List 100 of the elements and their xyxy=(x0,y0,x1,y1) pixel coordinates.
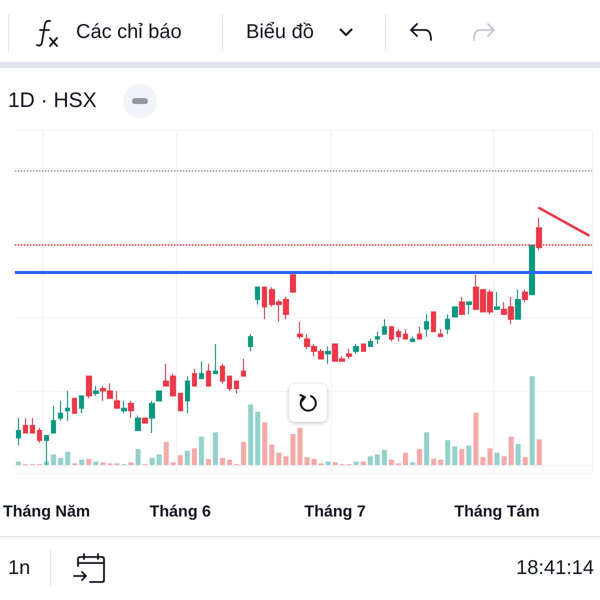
candlestick xyxy=(353,344,359,354)
candlestick xyxy=(128,400,134,419)
bar xyxy=(184,450,190,466)
candlestick xyxy=(255,286,260,305)
x-tick-label: Tháng Năm xyxy=(2,504,90,520)
bar xyxy=(255,412,260,466)
candlestick xyxy=(86,376,92,399)
bar xyxy=(227,460,232,466)
candlestick xyxy=(185,376,190,414)
candlestick xyxy=(248,334,253,352)
bar xyxy=(473,412,478,466)
bar xyxy=(79,460,84,466)
candlestick xyxy=(466,301,472,315)
candlestick xyxy=(192,368,197,387)
candlestick xyxy=(227,376,232,392)
candlestick xyxy=(417,326,422,340)
bar xyxy=(445,440,450,466)
candlestick xyxy=(37,428,42,444)
candlestick xyxy=(121,400,127,414)
candlestick xyxy=(114,390,120,409)
candlestick xyxy=(424,314,429,338)
bar xyxy=(424,432,430,466)
x-tick-label: Tháng 7 xyxy=(304,504,366,520)
bar xyxy=(269,444,274,466)
bar xyxy=(212,432,218,466)
bar xyxy=(368,456,373,466)
bar xyxy=(459,449,464,466)
candlestick xyxy=(325,346,331,364)
candlestick xyxy=(452,306,458,318)
bar xyxy=(494,452,500,466)
bar xyxy=(480,457,486,466)
bar xyxy=(206,458,211,466)
x-tick-label: Tháng 6 xyxy=(150,504,212,520)
candlestick xyxy=(213,344,218,374)
text: Biểu đồ xyxy=(246,20,314,44)
bar xyxy=(516,444,521,466)
text: 1n xyxy=(8,556,30,580)
candlestick xyxy=(389,326,394,342)
bar xyxy=(536,439,542,466)
candlestick xyxy=(522,289,528,302)
candlestick xyxy=(30,418,35,434)
bar xyxy=(466,446,472,466)
candlestick xyxy=(410,336,415,342)
candlestick xyxy=(220,363,225,384)
bar xyxy=(522,457,528,466)
bar xyxy=(402,452,408,466)
candlestick xyxy=(23,418,28,434)
candlestick xyxy=(156,390,162,402)
bar xyxy=(100,462,106,466)
bar xyxy=(354,462,359,466)
candlestick xyxy=(290,272,296,293)
bar xyxy=(156,454,162,466)
candlestick xyxy=(445,314,450,335)
candlestick xyxy=(58,400,63,422)
bar xyxy=(438,460,444,466)
bar xyxy=(410,462,416,466)
bar xyxy=(248,404,254,466)
candlestick xyxy=(438,328,443,338)
candlestick xyxy=(199,360,204,380)
bar xyxy=(150,458,155,466)
bar xyxy=(51,454,56,466)
bar xyxy=(164,442,169,466)
bar xyxy=(311,458,316,466)
text: Các chỉ báo xyxy=(76,20,182,44)
bar xyxy=(332,462,338,466)
bar xyxy=(326,462,331,466)
bar xyxy=(382,450,387,466)
bar xyxy=(220,458,225,466)
candlestick xyxy=(241,358,246,377)
bar xyxy=(262,422,268,466)
bar xyxy=(360,462,366,466)
bar xyxy=(290,434,296,466)
candlestick xyxy=(403,328,408,340)
bar xyxy=(388,460,394,466)
candlestick xyxy=(346,348,352,360)
bar xyxy=(136,449,141,466)
candlestick xyxy=(297,321,303,340)
bar xyxy=(86,458,92,466)
candlestick xyxy=(382,318,387,335)
candlestick xyxy=(16,418,21,446)
candlestick xyxy=(494,292,500,310)
bar xyxy=(93,462,98,466)
bar xyxy=(502,456,507,466)
bar xyxy=(417,449,422,466)
bar xyxy=(192,448,197,466)
candlestick xyxy=(206,363,211,387)
bar xyxy=(431,458,436,466)
bar xyxy=(128,462,134,466)
bar xyxy=(452,446,458,466)
candlestick xyxy=(178,392,183,412)
candlestick xyxy=(65,390,70,422)
candlestick xyxy=(396,328,401,342)
candlestick xyxy=(361,344,366,352)
bar xyxy=(530,376,535,466)
candlestick xyxy=(72,398,77,414)
chart-title: 1D · HSX xyxy=(8,89,97,113)
candlestick xyxy=(529,244,535,296)
candlestick xyxy=(142,418,148,424)
bar xyxy=(198,436,204,466)
bar xyxy=(178,455,183,466)
